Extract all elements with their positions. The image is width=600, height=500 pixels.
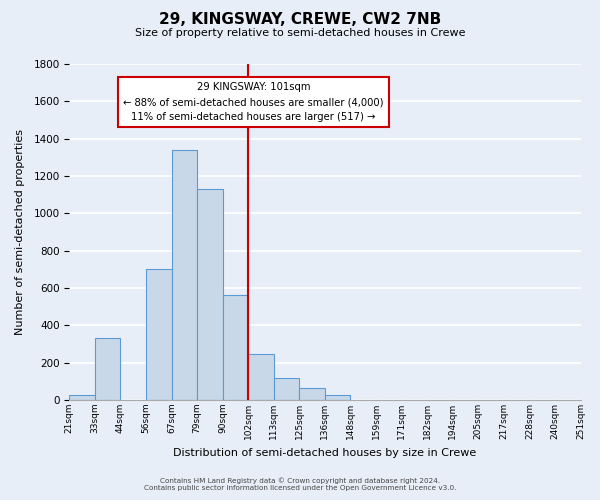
- Bar: [223, 296, 248, 400]
- Bar: [197, 189, 223, 400]
- Bar: [248, 354, 274, 400]
- X-axis label: Distribution of semi-detached houses by size in Crewe: Distribution of semi-detached houses by …: [173, 448, 476, 458]
- Bar: [146, 270, 172, 400]
- Bar: [274, 378, 299, 400]
- Bar: [70, 396, 95, 400]
- Bar: [172, 150, 197, 400]
- Text: 29, KINGSWAY, CREWE, CW2 7NB: 29, KINGSWAY, CREWE, CW2 7NB: [159, 12, 441, 28]
- Text: 29 KINGSWAY: 101sqm
← 88% of semi-detached houses are smaller (4,000)
11% of sem: 29 KINGSWAY: 101sqm ← 88% of semi-detach…: [123, 82, 383, 122]
- Bar: [299, 388, 325, 400]
- Bar: [95, 338, 121, 400]
- Text: Size of property relative to semi-detached houses in Crewe: Size of property relative to semi-detach…: [135, 28, 465, 38]
- Y-axis label: Number of semi-detached properties: Number of semi-detached properties: [15, 129, 25, 335]
- Bar: [325, 396, 350, 400]
- Text: Contains HM Land Registry data © Crown copyright and database right 2024.
Contai: Contains HM Land Registry data © Crown c…: [144, 478, 456, 491]
